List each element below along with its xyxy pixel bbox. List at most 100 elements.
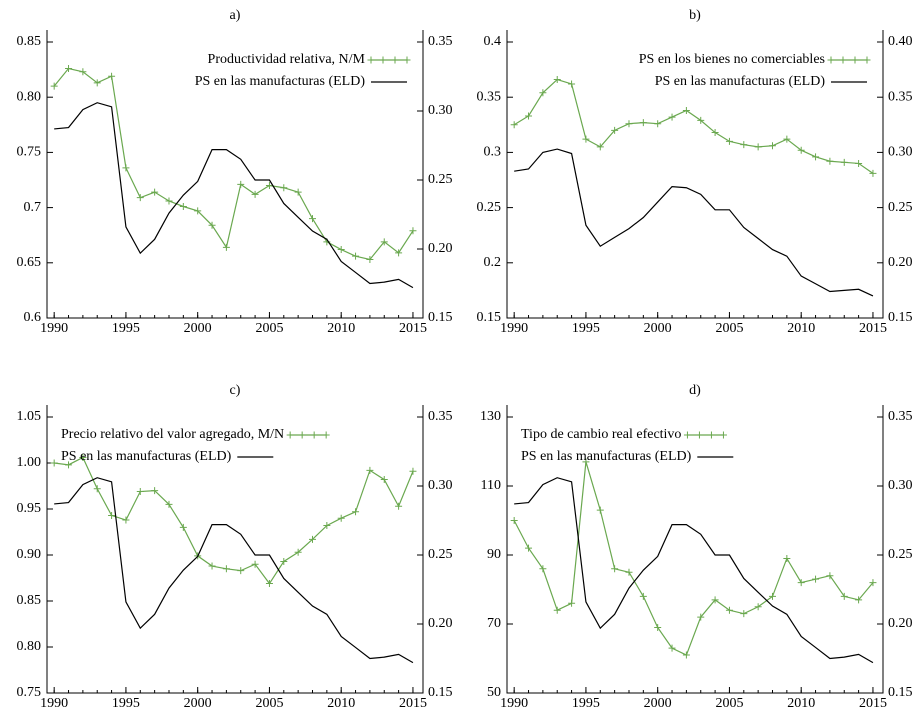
y2-tick-label: 0.35 — [428, 409, 453, 424]
marker — [179, 523, 187, 531]
panel: c) 1990 1995 2000 2005 2010 2015 0.75 0.80 0.85 0.… — [17, 383, 453, 711]
marker — [668, 113, 676, 121]
legend-marker — [322, 431, 330, 439]
marker — [50, 82, 58, 90]
y-tick-label: 0.6 — [24, 310, 42, 325]
marker — [65, 64, 73, 72]
marker — [50, 459, 58, 467]
series-line — [513, 461, 874, 656]
legend-label: PS en las manufacturas (ELD) — [655, 74, 826, 89]
y-tick-label: 50 — [487, 685, 501, 700]
marker — [740, 610, 748, 618]
y-tick-label: 0.2 — [484, 255, 502, 270]
marker — [611, 126, 619, 134]
y2-tick-label: 0.15 — [888, 310, 913, 325]
legend-marker — [391, 56, 399, 64]
legend-marker — [403, 56, 411, 64]
y2-tick-label: 0.30 — [428, 478, 453, 493]
legend-label: PS en las manufacturas (ELD) — [195, 74, 366, 89]
marker — [596, 143, 604, 151]
marker — [654, 623, 662, 631]
panel-title: c) — [230, 383, 241, 398]
legend-label: PS en las manufacturas (ELD) — [61, 449, 232, 464]
y-tick-label: 1.00 — [17, 455, 42, 470]
x-tick-label: 2000 — [644, 321, 672, 336]
marker — [265, 182, 273, 190]
marker — [136, 194, 144, 202]
x-tick-label: 2015 — [399, 696, 427, 711]
series-line — [514, 477, 874, 664]
marker — [625, 120, 633, 128]
marker — [108, 72, 116, 80]
marker — [625, 568, 633, 576]
marker — [568, 599, 576, 607]
marker — [79, 453, 87, 461]
marker — [280, 557, 288, 565]
y-tick-label: 0.75 — [17, 145, 42, 160]
legend-marker — [851, 56, 859, 64]
marker — [222, 243, 230, 251]
panel: a) 1990 1995 2000 2005 2010 2015 0.6 0.65 0.7 0.75… — [17, 8, 453, 336]
legend-label: PS en las manufacturas (ELD) — [521, 449, 692, 464]
marker — [165, 197, 173, 205]
legend-marker — [683, 431, 691, 439]
y2-tick-label: 0.25 — [428, 172, 453, 187]
marker — [768, 142, 776, 150]
x-tick-label: 1990 — [500, 696, 528, 711]
marker — [582, 135, 590, 143]
marker — [855, 596, 863, 604]
y-tick-label: 0.15 — [477, 310, 502, 325]
marker — [79, 68, 87, 76]
marker — [711, 129, 719, 137]
x-tick-label: 1990 — [40, 321, 68, 336]
axis-frame — [506, 405, 884, 694]
marker — [237, 180, 245, 188]
series-line — [513, 78, 874, 174]
y-tick-label: 0.75 — [17, 685, 42, 700]
x-tick-label: 1995 — [112, 696, 140, 711]
marker — [582, 458, 590, 466]
marker — [337, 246, 345, 254]
marker — [812, 153, 820, 161]
marker — [711, 596, 719, 604]
marker — [510, 517, 518, 524]
legend-marker — [719, 431, 727, 439]
y-tick-label: 0.80 — [17, 639, 42, 654]
y-tick-label: 0.25 — [477, 200, 502, 215]
legend-marker — [286, 431, 294, 439]
panel-title: d) — [689, 383, 701, 398]
marker — [525, 112, 533, 120]
marker — [122, 164, 130, 172]
marker — [222, 565, 230, 573]
marker — [682, 651, 690, 659]
marker — [553, 76, 561, 84]
marker — [265, 580, 273, 588]
legend-marker — [695, 431, 703, 439]
marker — [308, 215, 316, 223]
y-tick-label: 0.95 — [17, 501, 42, 516]
y-tick-label: 0.65 — [17, 255, 42, 270]
marker — [122, 516, 130, 524]
y-tick-label: 90 — [487, 547, 501, 562]
legend-label: PS en los bienes no comerciables — [639, 52, 825, 67]
marker — [869, 169, 877, 177]
legend-marker — [379, 56, 387, 64]
marker — [194, 207, 202, 215]
marker — [840, 158, 848, 166]
y2-tick-label: 0.40 — [888, 34, 913, 49]
y2-tick-label: 0.15 — [428, 685, 453, 700]
marker — [768, 592, 776, 600]
y-tick-label: 0.35 — [477, 89, 502, 104]
y2-tick-label: 0.35 — [888, 89, 913, 104]
marker — [323, 522, 331, 530]
marker — [510, 121, 518, 129]
x-tick-label: 2010 — [327, 321, 355, 336]
x-tick-label: 2000 — [644, 696, 672, 711]
y2-tick-label: 0.20 — [888, 255, 913, 270]
y2-tick-label: 0.35 — [888, 409, 913, 424]
panel-title: b) — [689, 8, 701, 23]
y-tick-label: 0.90 — [17, 547, 42, 562]
y-tick-label: 130 — [480, 409, 501, 424]
legend-marker — [367, 56, 375, 64]
